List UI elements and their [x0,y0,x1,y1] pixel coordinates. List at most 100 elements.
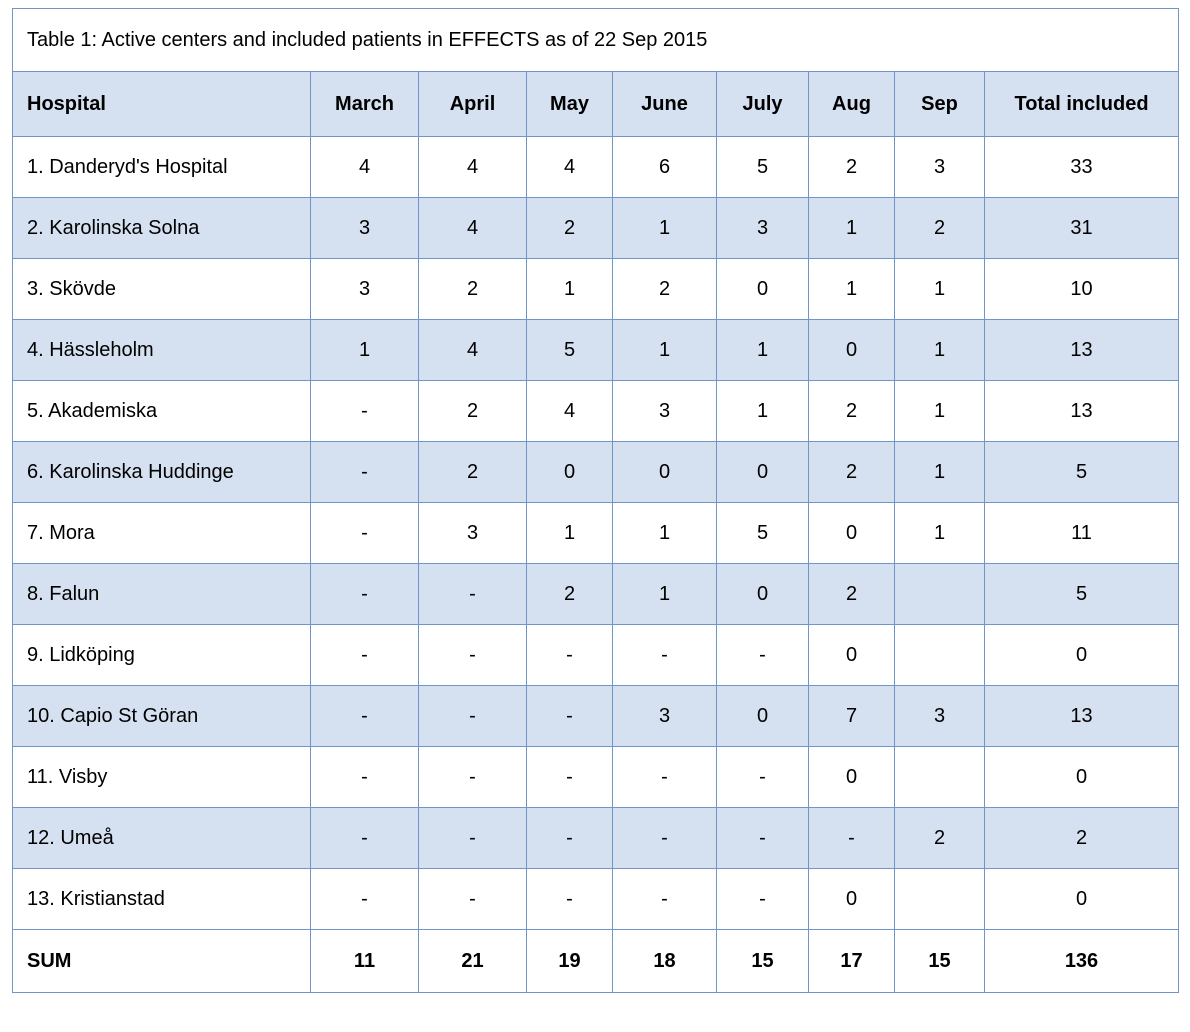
cell-total: 33 [983,136,1180,198]
cell-june: 3 [612,380,717,442]
cell-june: 2 [612,258,717,320]
hospital-name: 10. Capio St Göran [12,685,311,747]
cell-total: 5 [983,563,1180,625]
cell-march: - [310,868,419,930]
cell-total: 0 [983,868,1180,930]
sum-cell-june: 18 [612,929,717,993]
hospital-name: 9. Lidköping [12,624,311,686]
cell-july: 5 [716,502,809,564]
hospital-name: 11. Visby [12,746,311,808]
cell-june: 1 [612,197,717,259]
cell-april: - [418,807,527,869]
cell-july: 1 [716,319,809,381]
cell-sep: 1 [894,319,985,381]
sum-row: SUM 11 21 19 18 15 17 15 136 [12,929,1180,993]
cell-march: - [310,685,419,747]
cell-sep [894,624,985,686]
cell-total: 5 [983,441,1180,503]
table-title: Table 1: Active centers and included pat… [11,8,1180,72]
column-header-may: May [526,71,613,137]
cell-july: - [716,746,809,808]
table-body: 1. Danderyd's Hospital 4 4 4 6 5 2 3 33 2. Karoli… [12,136,1180,930]
cell-july: 0 [716,441,809,503]
hospital-name: 4. Hässleholm [12,319,311,381]
cell-july: 3 [716,197,809,259]
table-container: Table 1: Active centers and included pat… [11,8,1180,993]
cell-march: 4 [310,136,419,198]
cell-april: 2 [418,441,527,503]
cell-june: 1 [612,563,717,625]
cell-april: - [418,563,527,625]
cell-march: 3 [310,258,419,320]
cell-june: - [612,746,717,808]
cell-may: 1 [526,502,613,564]
table-row: 1. Danderyd's Hospital 4 4 4 6 5 2 3 33 [12,136,1180,198]
sum-cell-july: 15 [716,929,809,993]
cell-april: - [418,685,527,747]
cell-may: - [526,746,613,808]
cell-sep: 2 [894,807,985,869]
hospital-name: 13. Kristianstad [12,868,311,930]
column-header-june: June [612,71,717,137]
sum-cell-april: 21 [418,929,527,993]
hospital-name: 6. Karolinska Huddinge [12,441,311,503]
hospital-name: 3. Skövde [12,258,311,320]
cell-sep: 1 [894,441,985,503]
table-row: 7. Mora -3 1 1 5 0 1 11 [12,502,1180,564]
cell-sep: 1 [894,502,985,564]
cell-july: 0 [716,685,809,747]
column-header-sep: Sep [894,71,985,137]
cell-aug: - [808,807,895,869]
cell-may: 0 [526,441,613,503]
column-header-april: April [418,71,527,137]
hospital-name: 7. Mora [12,502,311,564]
cell-total: 13 [983,685,1180,747]
sum-label: SUM [12,929,311,993]
cell-aug: 2 [808,136,895,198]
cell-june: 3 [612,685,717,747]
cell-march: - [310,624,419,686]
column-header-july: July [716,71,809,137]
cell-april: 4 [418,136,527,198]
cell-aug: 0 [808,502,895,564]
table-row: 10. Capio St Göran - - -3 0 7 3 13 [12,685,1180,747]
cell-june: 1 [612,502,717,564]
cell-may: - [526,807,613,869]
cell-sep: 1 [894,258,985,320]
cell-aug: 2 [808,380,895,442]
hospital-name: 2. Karolinska Solna [12,197,311,259]
cell-april: 2 [418,258,527,320]
cell-march: - [310,746,419,808]
header-row: Hospital March April May June July Aug S… [12,71,1180,137]
cell-march: - [310,380,419,442]
hospital-name: 1. Danderyd's Hospital [12,136,311,198]
sum-cell-sep: 15 [894,929,985,993]
table-row: 3. Skövde 3 2 1 2 0 1 1 10 [12,258,1180,320]
cell-sep: 2 [894,197,985,259]
cell-aug: 7 [808,685,895,747]
cell-may: 2 [526,563,613,625]
effects-table: Table 1: Active centers and included pat… [11,8,1180,993]
cell-july: - [716,624,809,686]
cell-total: 2 [983,807,1180,869]
cell-aug: 2 [808,441,895,503]
cell-june: 6 [612,136,717,198]
cell-april: - [418,868,527,930]
sum-cell-total: 136 [983,929,1180,993]
cell-total: 31 [983,197,1180,259]
cell-may: 4 [526,380,613,442]
cell-sep: 3 [894,136,985,198]
cell-total: 10 [983,258,1180,320]
cell-april: 3 [418,502,527,564]
cell-aug: 0 [808,319,895,381]
column-header-total: Total included [983,71,1180,137]
cell-aug: 0 [808,746,895,808]
cell-sep [894,563,985,625]
column-header-hospital: Hospital [12,71,311,137]
sum-cell-may: 19 [526,929,613,993]
cell-aug: 1 [808,258,895,320]
cell-total: 13 [983,319,1180,381]
table-row: 11. Visby - - - - -0 0 [12,746,1180,808]
cell-total: 11 [983,502,1180,564]
cell-july: - [716,807,809,869]
